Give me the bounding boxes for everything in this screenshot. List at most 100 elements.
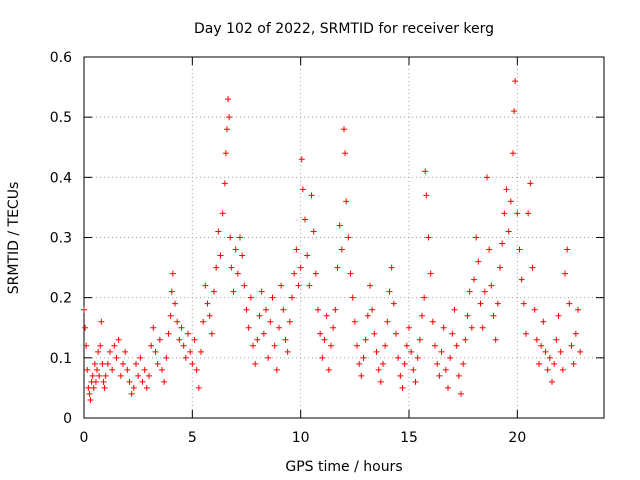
data-point: [178, 324, 185, 331]
data-point: [163, 354, 170, 361]
data-point: [512, 78, 519, 85]
data-point: [341, 126, 347, 133]
data-point: [90, 384, 97, 391]
data-point: [154, 360, 161, 367]
data-point: [505, 228, 512, 235]
data-point: [280, 306, 287, 313]
data-point: [256, 312, 263, 319]
data-point: [382, 342, 389, 349]
data-point: [165, 330, 172, 337]
data-point: [362, 336, 369, 343]
data-point: [96, 372, 103, 379]
data-point: [330, 324, 337, 331]
data-point: [347, 270, 354, 277]
data-point: [416, 336, 423, 343]
data-point: [570, 360, 577, 367]
data-point: [546, 354, 553, 361]
data-point: [564, 246, 571, 253]
data-point: [423, 192, 430, 199]
grid: [84, 57, 604, 418]
data-point: [130, 384, 137, 391]
data-point: [83, 342, 90, 349]
data-point: [271, 342, 278, 349]
data-point: [336, 222, 343, 229]
data-point: [464, 312, 471, 319]
data-point: [222, 150, 229, 157]
data-point: [213, 264, 220, 271]
data-point: [143, 384, 150, 391]
data-point: [490, 312, 497, 319]
data-point: [377, 378, 384, 385]
data-point: [284, 348, 291, 355]
data-point: [458, 390, 464, 397]
data-point: [529, 264, 536, 271]
data-point: [334, 264, 341, 271]
data-point: [510, 150, 516, 157]
data-point: [167, 312, 174, 319]
data-point: [351, 318, 358, 325]
data-point: [438, 348, 445, 355]
data-point: [408, 348, 415, 355]
data-point: [91, 360, 98, 367]
data-point: [120, 360, 126, 367]
data-point: [241, 282, 248, 289]
data-point: [549, 378, 555, 385]
y-tick-label: 0.1: [50, 351, 72, 367]
data-point: [468, 324, 475, 331]
data-point: [369, 306, 376, 313]
data-point: [267, 318, 274, 325]
data-point: [488, 282, 495, 289]
data-point: [562, 270, 568, 277]
data-point: [442, 366, 449, 373]
data-point: [180, 342, 187, 349]
data-point: [152, 348, 159, 355]
data-point: [406, 324, 412, 331]
data-point: [410, 366, 417, 373]
data-point: [477, 300, 484, 307]
data-point: [393, 330, 399, 337]
data-point: [217, 252, 224, 259]
data-point: [494, 300, 501, 307]
data-point: [135, 372, 142, 379]
data-point: [174, 318, 181, 325]
data-point: [254, 336, 261, 343]
data-point: [325, 366, 332, 373]
data-point: [514, 210, 521, 217]
data-point: [295, 282, 302, 289]
data-point: [349, 294, 356, 301]
data-point: [436, 372, 443, 379]
data-point: [345, 234, 352, 241]
data-point: [208, 330, 215, 337]
data-point: [414, 354, 421, 361]
data-point: [141, 366, 148, 373]
data-point: [531, 306, 538, 313]
data-point: [239, 252, 246, 259]
data-point: [260, 330, 267, 337]
data-point: [518, 276, 525, 283]
data-point: [544, 366, 551, 373]
data-point: [343, 198, 350, 205]
data-point: [455, 372, 462, 379]
x-tick-label: 15: [400, 430, 418, 446]
x-axis-label: GPS time / hours: [285, 459, 402, 475]
data-point: [434, 360, 441, 367]
y-tick-label: 0: [63, 411, 72, 427]
x-tick-label: 10: [292, 430, 310, 446]
data-point: [388, 264, 395, 271]
data-point: [577, 348, 584, 355]
data-point: [375, 366, 382, 373]
y-tick-label: 0.5: [50, 110, 72, 126]
data-point: [302, 216, 308, 223]
data-point: [568, 342, 575, 349]
data-point: [511, 108, 518, 115]
data-point: [245, 324, 252, 331]
data-point: [520, 300, 527, 307]
data-point: [479, 324, 486, 331]
x-tick-label: 20: [508, 430, 526, 446]
data-point: [536, 360, 542, 367]
data-point: [161, 378, 168, 385]
data-point: [198, 348, 204, 355]
y-axis-label: SRMTID / TECUs: [6, 182, 22, 295]
